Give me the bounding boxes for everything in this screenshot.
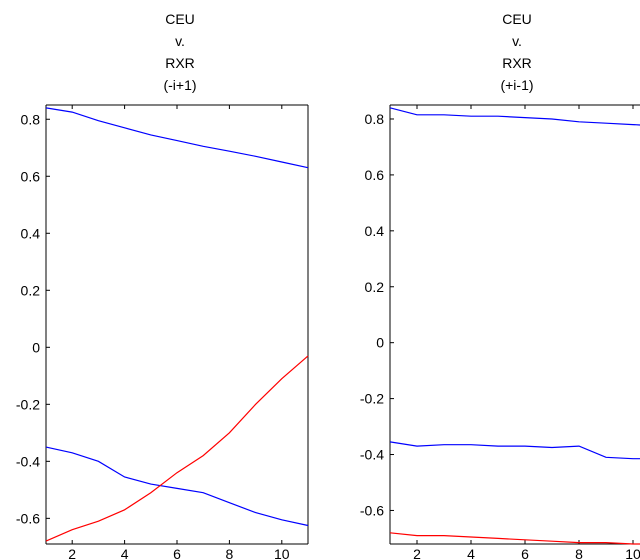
- chart-title-line: CEU: [502, 11, 532, 27]
- series-line-2: [45, 355, 309, 542]
- chart-left: CEU v. RXR (-i+1) 0.8 0.6 0.4 0.2 0 -0.2 -0.4 -0.6 2…: [16, 11, 309, 560]
- y-tick-label: 0.6: [365, 167, 385, 183]
- chart-title-line: (-i+1): [163, 77, 196, 93]
- y-tick-label: -0.4: [360, 447, 384, 463]
- chart-right: CEU v. RXR (+i-1) 0.8 0.6 0.4 0.2 0 -0.2 -0.4 -0.6 2…: [360, 11, 640, 560]
- y-tick-label: 0.6: [21, 168, 41, 184]
- y-tick-label: -0.4: [16, 453, 40, 469]
- y-tick-label: 0: [32, 339, 40, 355]
- series-line-1: [45, 446, 309, 527]
- chart-title-line: v.: [175, 33, 185, 49]
- y-tick-label: -0.2: [16, 396, 40, 412]
- x-tick-label: 10: [625, 546, 640, 560]
- x-tick-label: 4: [467, 546, 475, 560]
- series-line-1: [389, 441, 640, 460]
- y-tick-label: -0.2: [360, 391, 384, 407]
- chart-title-line: RXR: [165, 55, 195, 71]
- series-line-0: [389, 107, 640, 126]
- x-tick-label: 10: [274, 546, 290, 560]
- y-tick-label: 0.8: [21, 111, 41, 127]
- x-tick-label: 6: [521, 546, 529, 560]
- x-tick-label: 8: [226, 546, 234, 560]
- chart-title-line: v.: [512, 33, 522, 49]
- y-tick-label: -0.6: [360, 502, 384, 518]
- x-tick-label: 4: [121, 546, 129, 560]
- y-tick-label: 0.4: [365, 223, 385, 239]
- y-tick-label: 0: [376, 335, 384, 351]
- chart-title-line: (+i-1): [500, 77, 533, 93]
- series-line-2: [389, 532, 640, 545]
- x-tick-label: 8: [575, 546, 583, 560]
- x-tick-label: 2: [413, 546, 421, 560]
- y-tick-label: 0.2: [365, 279, 385, 295]
- series-line-0: [45, 107, 309, 169]
- y-tick-label: -0.6: [16, 510, 40, 526]
- y-tick-label: 0.8: [365, 111, 385, 127]
- y-tick-label: 0.2: [21, 282, 41, 298]
- x-tick-label: 2: [68, 546, 76, 560]
- chart-title-line: RXR: [502, 55, 532, 71]
- y-tick-label: 0.4: [21, 225, 41, 241]
- x-tick-label: 6: [173, 546, 181, 560]
- chart-title-line: CEU: [165, 11, 195, 27]
